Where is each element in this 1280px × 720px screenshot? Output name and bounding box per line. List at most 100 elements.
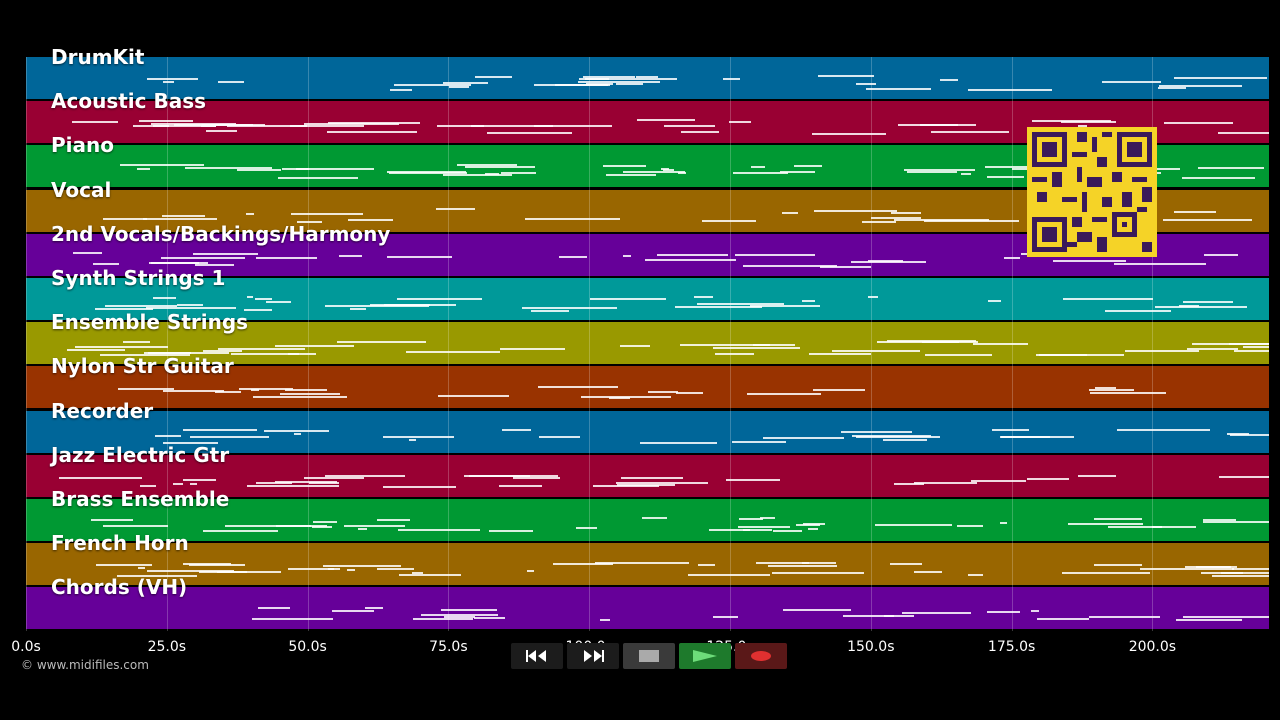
note <box>449 85 469 88</box>
note <box>898 124 976 127</box>
note <box>772 529 803 532</box>
note <box>284 389 328 392</box>
track-label: Chords (VH) <box>51 575 188 600</box>
note <box>252 395 347 398</box>
note <box>986 610 1021 613</box>
note <box>338 255 363 258</box>
note <box>889 563 922 566</box>
note <box>850 261 926 264</box>
note <box>182 429 257 432</box>
note <box>534 124 612 127</box>
note <box>202 350 243 353</box>
note <box>72 120 118 123</box>
note <box>303 477 365 480</box>
note <box>1114 263 1207 266</box>
note <box>883 438 928 441</box>
piano-roll[interactable] <box>26 57 1269 631</box>
note <box>386 256 453 259</box>
note <box>512 476 561 479</box>
grid-line <box>589 57 591 631</box>
note <box>616 481 709 484</box>
note <box>814 209 897 212</box>
fast-forward-button[interactable] <box>567 643 619 669</box>
note <box>441 609 498 612</box>
track-label: French Horn <box>51 531 189 556</box>
note <box>714 353 755 356</box>
note <box>255 298 272 301</box>
note <box>137 567 145 570</box>
note <box>1204 254 1239 257</box>
note <box>500 348 566 351</box>
note <box>760 517 776 520</box>
note <box>779 170 815 173</box>
note <box>276 525 328 528</box>
note <box>290 212 363 215</box>
track-lane <box>26 366 1269 409</box>
note <box>309 481 339 484</box>
track-label: Synth Strings 1 <box>51 266 226 290</box>
note <box>501 429 532 432</box>
rewind-icon <box>526 650 546 662</box>
rewind-button[interactable] <box>511 643 563 669</box>
note <box>712 347 800 350</box>
fast-forward-icon <box>584 650 604 662</box>
note <box>558 256 588 259</box>
note <box>751 165 766 168</box>
note <box>246 296 254 299</box>
note <box>1173 210 1217 213</box>
note <box>738 518 764 521</box>
note <box>1088 616 1160 619</box>
note <box>206 129 238 132</box>
record-button[interactable] <box>735 643 787 669</box>
note <box>145 307 236 310</box>
stop-button[interactable] <box>623 643 675 669</box>
note <box>693 296 714 299</box>
qr-code <box>1027 127 1157 257</box>
note <box>327 131 417 134</box>
track-label: Jazz Electric Gtr <box>51 442 230 467</box>
note <box>408 438 417 441</box>
note <box>1182 616 1269 619</box>
note <box>344 524 406 527</box>
note <box>539 436 581 439</box>
note <box>75 345 168 348</box>
grid-line <box>730 57 731 631</box>
note <box>1000 522 1007 525</box>
note <box>163 80 174 83</box>
note <box>123 341 150 344</box>
note <box>746 393 822 396</box>
note <box>194 263 235 266</box>
note <box>1234 349 1269 352</box>
note <box>238 387 293 390</box>
note <box>377 518 411 521</box>
note <box>843 615 914 618</box>
note <box>605 174 657 177</box>
note <box>1173 76 1267 79</box>
note <box>133 124 169 127</box>
note <box>1158 85 1243 88</box>
note <box>679 343 771 346</box>
track-label: Recorder <box>51 398 154 423</box>
note <box>817 75 874 78</box>
note <box>257 607 290 609</box>
note <box>1089 388 1134 391</box>
note <box>914 482 977 485</box>
note <box>923 219 1020 222</box>
play-button[interactable] <box>679 643 731 669</box>
grid-line <box>26 57 27 631</box>
note <box>230 353 300 356</box>
note <box>623 171 685 174</box>
note <box>147 569 234 572</box>
note <box>120 163 204 166</box>
note <box>1067 522 1144 525</box>
note <box>148 351 229 354</box>
track-label: Piano <box>51 133 114 158</box>
note <box>386 171 467 174</box>
note <box>442 81 489 84</box>
note <box>399 574 461 577</box>
note <box>173 124 265 127</box>
note <box>753 343 796 346</box>
note <box>287 568 335 571</box>
note <box>867 296 879 299</box>
note <box>73 252 103 255</box>
